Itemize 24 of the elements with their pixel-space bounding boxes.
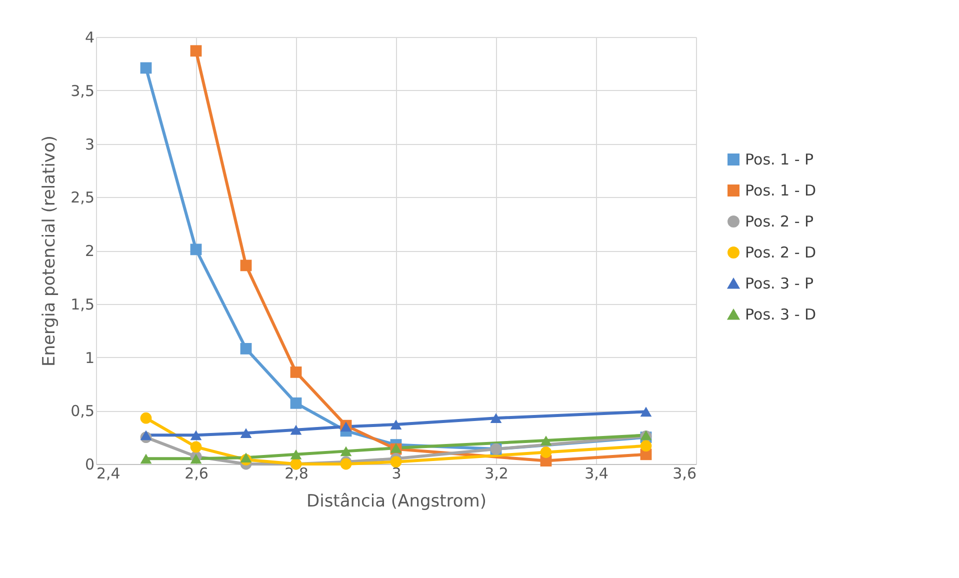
- x-tick-label: 2,6: [184, 464, 208, 482]
- legend-label: Pos. 3 - P: [745, 274, 814, 292]
- y-tick-label: 4: [84, 28, 94, 46]
- x-tick-label: 3,6: [672, 464, 696, 482]
- x-tick-label: 2,8: [284, 464, 308, 482]
- x-tick-label: 3: [392, 464, 402, 482]
- x-axis-title: Distância (Angstrom): [306, 492, 486, 512]
- x-tick-label: 2,4: [96, 464, 120, 482]
- x-tick-label: 3,2: [484, 464, 508, 482]
- y-tick-label: 2,5: [70, 188, 94, 207]
- y-axis-title: Energia potencial (relativo): [40, 135, 60, 367]
- legend-label: Pos. 2 - P: [745, 212, 814, 230]
- x-tick-label: 3,4: [584, 464, 608, 482]
- y-tick-label: 1: [84, 348, 94, 367]
- y-tick-label: 3,5: [70, 82, 94, 100]
- y-tick-label: 1,5: [70, 295, 94, 314]
- y-tick-label: 0,5: [70, 402, 94, 420]
- legend-label: Pos. 2 - D: [745, 244, 816, 262]
- y-tick-label: 2: [84, 242, 94, 260]
- legend-label: Pos. 3 - D: [745, 306, 816, 324]
- y-tick-label: 0: [84, 456, 94, 474]
- legend-label: Pos. 1 - P: [745, 150, 814, 168]
- y-tick-label: 3: [84, 135, 94, 154]
- legend-label: Pos. 1 - D: [745, 182, 816, 200]
